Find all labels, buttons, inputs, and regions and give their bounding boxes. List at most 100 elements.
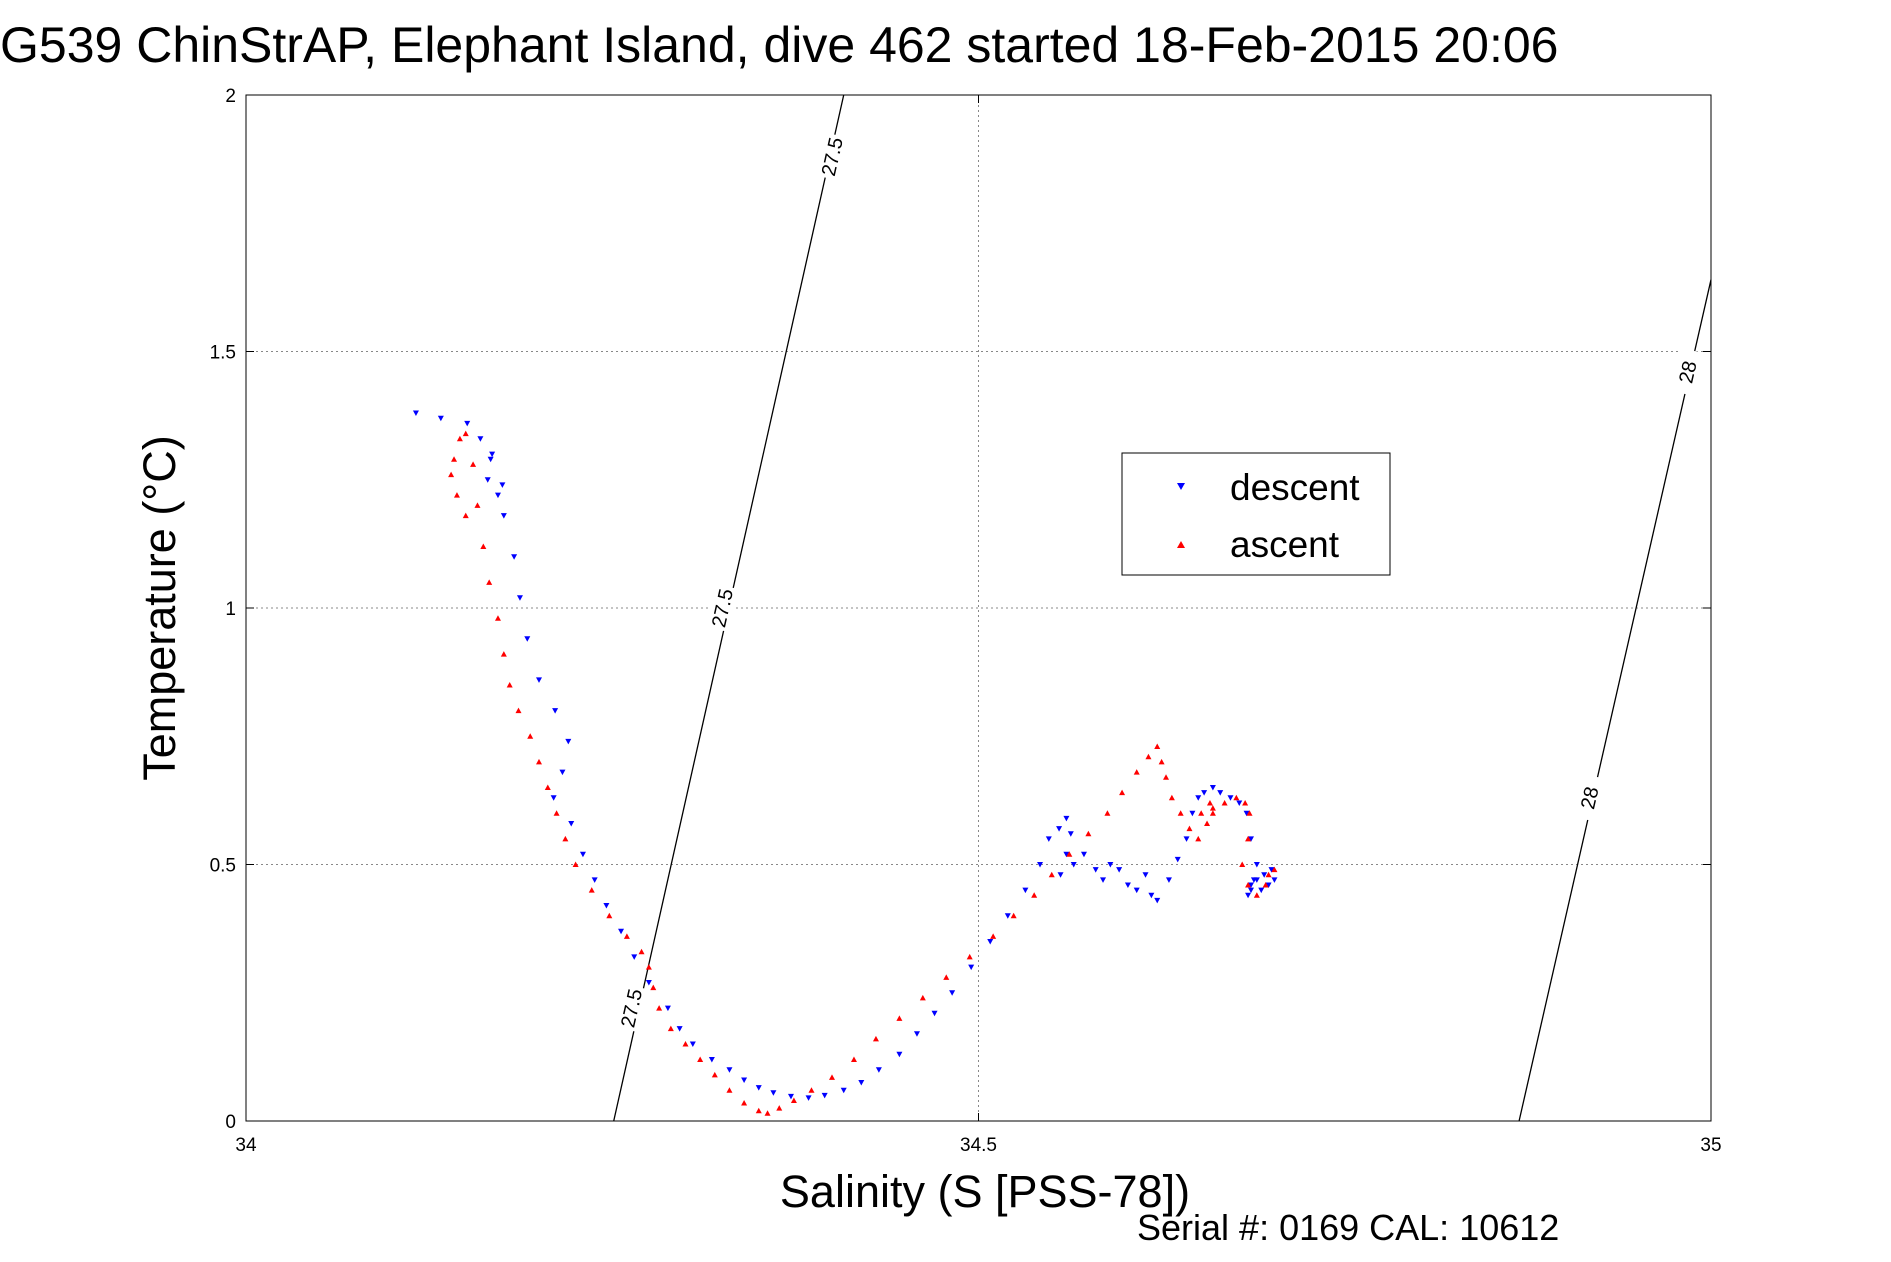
ascent-point (697, 1056, 704, 1062)
ascent-point (1119, 789, 1126, 796)
descent-point (1148, 892, 1155, 899)
descent-point (858, 1080, 865, 1086)
chart-title: G539 ChinStrAP, Elephant Island, dive 46… (0, 17, 1558, 73)
ascent-point (808, 1087, 815, 1093)
series-descent (412, 410, 1278, 1101)
ascent-point (1195, 835, 1202, 842)
descent-point (1056, 826, 1063, 832)
descent-point (477, 436, 484, 442)
density-contours: 27.5 27.5 27.5 28 28 (613, 94, 1712, 1122)
descent-point (1067, 831, 1074, 837)
descent-point (568, 820, 575, 827)
ascent-point (667, 1025, 674, 1032)
descent-point (1116, 867, 1123, 873)
y-axis-ticks: 0 0.5 1 1.5 2 (210, 86, 1711, 1133)
descent-point (875, 1067, 882, 1073)
x-tick-label: 34.5 (960, 1135, 997, 1156)
ascent-point (872, 1035, 879, 1042)
ascent-point (562, 835, 569, 842)
descent-point (755, 1085, 762, 1091)
ascent-point (453, 492, 460, 498)
ascent-point (1204, 820, 1211, 826)
ascent-point (1242, 799, 1249, 806)
contour-label: 28 (1577, 785, 1603, 812)
ascent-point (1198, 810, 1205, 816)
ascent-point (515, 707, 522, 714)
contour-label: 27.5 (818, 135, 848, 178)
ascent-point (1245, 835, 1252, 842)
ascent-point (1206, 799, 1213, 806)
ascent-point (448, 471, 455, 478)
descent-point (1243, 810, 1250, 817)
contour-label-bg (1670, 347, 1705, 397)
descent-point (645, 979, 652, 986)
descent-point (1217, 790, 1224, 796)
ascent-point (1031, 892, 1038, 898)
ascent-point (470, 461, 477, 467)
ascent-point (527, 733, 534, 739)
descent-point (821, 1092, 828, 1099)
descent-point (689, 1041, 696, 1048)
descent-point (511, 554, 518, 560)
descent-point (603, 903, 610, 909)
descent-point (805, 1095, 812, 1101)
descent-point (516, 595, 523, 601)
data-points (412, 410, 1278, 1116)
ascent-point (1154, 743, 1161, 750)
ascent-point (1085, 830, 1092, 837)
ascent-point (829, 1074, 835, 1080)
descent-point (913, 1031, 920, 1037)
descent-point (664, 1005, 671, 1012)
descent-point (1037, 862, 1044, 868)
descent-point (896, 1051, 903, 1058)
descent-point (499, 482, 506, 488)
ascent-point (553, 810, 560, 816)
ascent-point (474, 502, 481, 508)
descent-point (1261, 872, 1268, 878)
descent-point (591, 877, 598, 883)
legend-ascent-marker (1177, 541, 1185, 548)
ascent-point (943, 974, 950, 980)
x-tick-label: 35 (1700, 1135, 1721, 1156)
grid (246, 95, 1711, 1121)
y-tick-label: 0.5 (210, 856, 236, 877)
y-tick-label: 1.5 (210, 343, 236, 364)
ascent-point (486, 579, 493, 585)
legend-descent-marker (1177, 483, 1185, 490)
contour-label: 27.5 (617, 987, 647, 1030)
contour-label-bg (1572, 773, 1606, 822)
x-axis-ticks: 34 34.5 35 (235, 95, 1722, 1156)
descent-point (770, 1090, 777, 1096)
contour-label: 28 (1675, 359, 1701, 386)
descent-point (412, 410, 419, 417)
ascent-point (650, 984, 657, 991)
descent-point (579, 851, 586, 858)
ascent-point (572, 861, 579, 867)
ascent-point (966, 953, 973, 960)
ascent-point (623, 933, 630, 939)
descent-point (931, 1010, 938, 1017)
ascent-point (451, 456, 458, 462)
y-tick-label: 1 (225, 599, 236, 620)
ascent-point (1104, 810, 1111, 816)
descent-point (949, 990, 956, 996)
ascent-point (764, 1110, 771, 1116)
descent-point (494, 492, 501, 499)
ascent-point (588, 887, 595, 893)
ascent-point (638, 948, 645, 955)
descent-point (484, 477, 491, 483)
ascent-point (1262, 882, 1269, 888)
descent-point (1107, 862, 1114, 868)
descent-point (1201, 790, 1208, 796)
ascent-point (1246, 810, 1253, 816)
ascent-point (462, 430, 469, 437)
ascent-point (480, 543, 487, 549)
ascent-point (1209, 810, 1216, 816)
descent-point (437, 415, 444, 422)
descent-point (559, 769, 566, 776)
ascent-point (1265, 871, 1272, 878)
legend: descent ascent (1121, 452, 1391, 576)
ascent-point (1145, 753, 1152, 760)
ascent-point (1168, 794, 1175, 801)
